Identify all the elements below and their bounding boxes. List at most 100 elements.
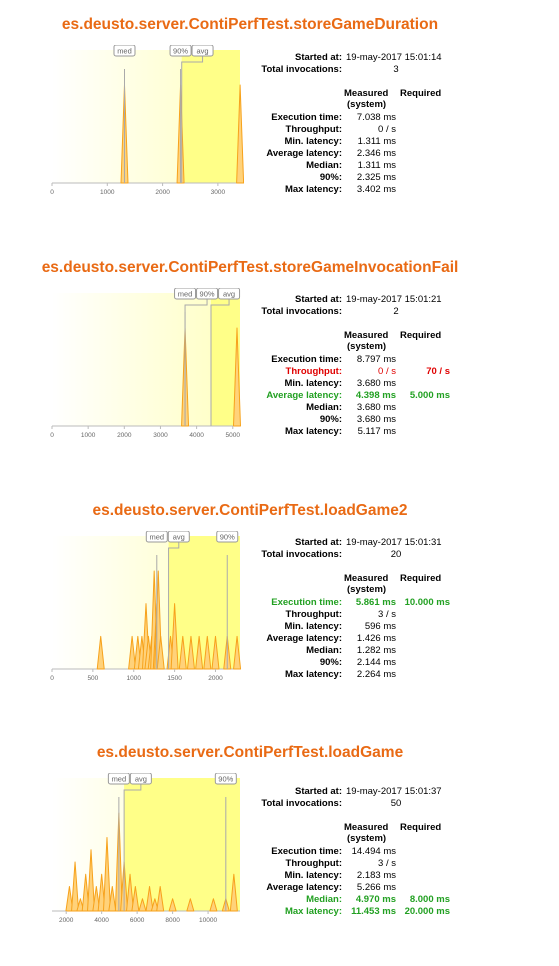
metric-measured: 14.494 ms <box>351 846 396 857</box>
marker-label: avg <box>173 533 185 542</box>
latency-peak <box>232 327 241 427</box>
total-invocations-value: 3 <box>393 64 399 75</box>
marker-box <box>129 773 152 785</box>
total-invocations-value: 20 <box>390 549 402 560</box>
latency-peak <box>96 635 105 670</box>
metric-label: Execution time: <box>271 112 342 123</box>
x-tick-label: 10000 <box>199 917 217 924</box>
metric-label: 90%: <box>319 414 342 425</box>
latency-histogram-chart: med 90% avg 0 1000 2000 3000 <box>50 45 244 196</box>
x-tick-label: 0 <box>50 675 54 682</box>
metric-label: Max latency: <box>284 906 342 917</box>
x-tick-label: 3000 <box>153 432 168 439</box>
metric-label: Throughput: <box>285 858 342 869</box>
metric-measured: 7.038 ms <box>356 112 396 123</box>
marker-box <box>196 288 219 300</box>
x-tick-label: 1000 <box>100 189 115 196</box>
marker-label: avg <box>223 290 235 299</box>
system-header: (system) <box>347 584 387 595</box>
metric-measured: 5.861 ms <box>355 597 396 608</box>
required-header: Required <box>400 88 442 99</box>
metric-label: Execution time: <box>271 597 342 608</box>
metric-measured: 0 / s <box>378 124 396 135</box>
metric-measured: 3.680 ms <box>356 414 396 425</box>
latency-peak <box>128 635 137 670</box>
total-invocations-value: 2 <box>393 306 399 317</box>
started-at-value: 19-may-2017 15:01:14 <box>346 52 442 63</box>
marker-label: 90% <box>200 290 215 299</box>
metric-label: Throughput: <box>285 609 342 620</box>
total-invocations-value: 50 <box>390 798 402 809</box>
metric-required: 70 / s <box>426 366 450 377</box>
marker-leader <box>181 56 204 69</box>
started-at-label: Started at: <box>295 786 342 797</box>
metric-measured: 1.282 ms <box>356 645 396 656</box>
marker-label: 90% <box>173 47 188 56</box>
latency-peak <box>108 886 117 912</box>
latency-peak <box>126 873 135 912</box>
metric-measured: 2.183 ms <box>356 870 396 881</box>
marker-label: med <box>112 775 127 784</box>
latency-peak <box>145 886 154 912</box>
latency-histogram-chart: med 90% avg 0 1000 2000 3000 4000 5000 <box>50 288 241 439</box>
x-tick-label: 500 <box>87 675 98 682</box>
started-at-label: Started at: <box>295 294 342 305</box>
total-invocations-label: Total invocations: <box>261 549 342 560</box>
latency-peak <box>92 886 101 912</box>
x-tick-label: 0 <box>50 432 54 439</box>
marker-box <box>216 531 239 543</box>
metric-measured: 596 ms <box>364 621 396 632</box>
metric-measured: 3.680 ms <box>356 378 396 389</box>
system-header: (system) <box>347 99 387 110</box>
started-at-value: 19-may-2017 15:01:37 <box>346 786 442 797</box>
metric-measured: 2.346 ms <box>356 148 396 159</box>
latency-peak <box>138 898 147 912</box>
metric-label: Average latency: <box>266 882 342 893</box>
latency-peak <box>71 861 80 912</box>
marker-box <box>145 531 168 543</box>
metric-label: Median: <box>306 645 342 656</box>
metric-measured: 3.402 ms <box>356 184 396 195</box>
marker-box <box>174 288 197 300</box>
metric-required: 5.000 ms <box>409 390 450 401</box>
marker-label: avg <box>197 47 209 56</box>
latency-peak <box>156 886 165 912</box>
measured-header: Measured <box>344 88 389 99</box>
latency-peak <box>229 873 238 912</box>
latency-peak <box>178 635 187 670</box>
metric-label: Max latency: <box>284 184 342 195</box>
metric-measured: 4.970 ms <box>355 894 396 905</box>
test-title-loadgame: es.deusto.server.ContiPerfTest.loadGame <box>96 744 404 761</box>
required-header: Required <box>400 822 442 833</box>
metric-label: Min. latency: <box>284 870 342 881</box>
metric-measured: 5.117 ms <box>357 426 396 437</box>
total-invocations-label: Total invocations: <box>261 64 342 75</box>
metric-required: 8.000 ms <box>409 894 450 905</box>
latency-peak <box>186 635 195 670</box>
metric-label: Average latency: <box>266 633 342 644</box>
system-header: (system) <box>347 341 387 352</box>
metric-measured: 11.453 ms <box>351 906 396 917</box>
marker-box <box>169 45 192 57</box>
metric-label: Execution time: <box>271 354 342 365</box>
measured-header: Measured <box>344 573 389 584</box>
metric-required: 20.000 ms <box>404 906 450 917</box>
started-at-label: Started at: <box>295 52 342 63</box>
metric-required: 10.000 ms <box>404 597 450 608</box>
started-at-value: 19-may-2017 15:01:31 <box>346 537 442 548</box>
marker-label: med <box>117 47 132 56</box>
required-header: Required <box>400 573 442 584</box>
x-tick-label: 6000 <box>130 917 145 924</box>
system-header: (system) <box>347 833 387 844</box>
x-tick-label: 2000 <box>59 917 74 924</box>
metric-label: Average latency: <box>266 148 342 159</box>
x-tick-label: 8000 <box>165 917 180 924</box>
latency-peak <box>87 849 96 912</box>
latency-peak <box>203 635 212 670</box>
started-at-label: Started at: <box>295 537 342 548</box>
latency-peak <box>156 635 165 670</box>
x-tick-label: 1000 <box>81 432 96 439</box>
metric-label: Min. latency: <box>284 136 342 147</box>
metric-label: Min. latency: <box>284 621 342 632</box>
plot-background <box>52 293 240 426</box>
